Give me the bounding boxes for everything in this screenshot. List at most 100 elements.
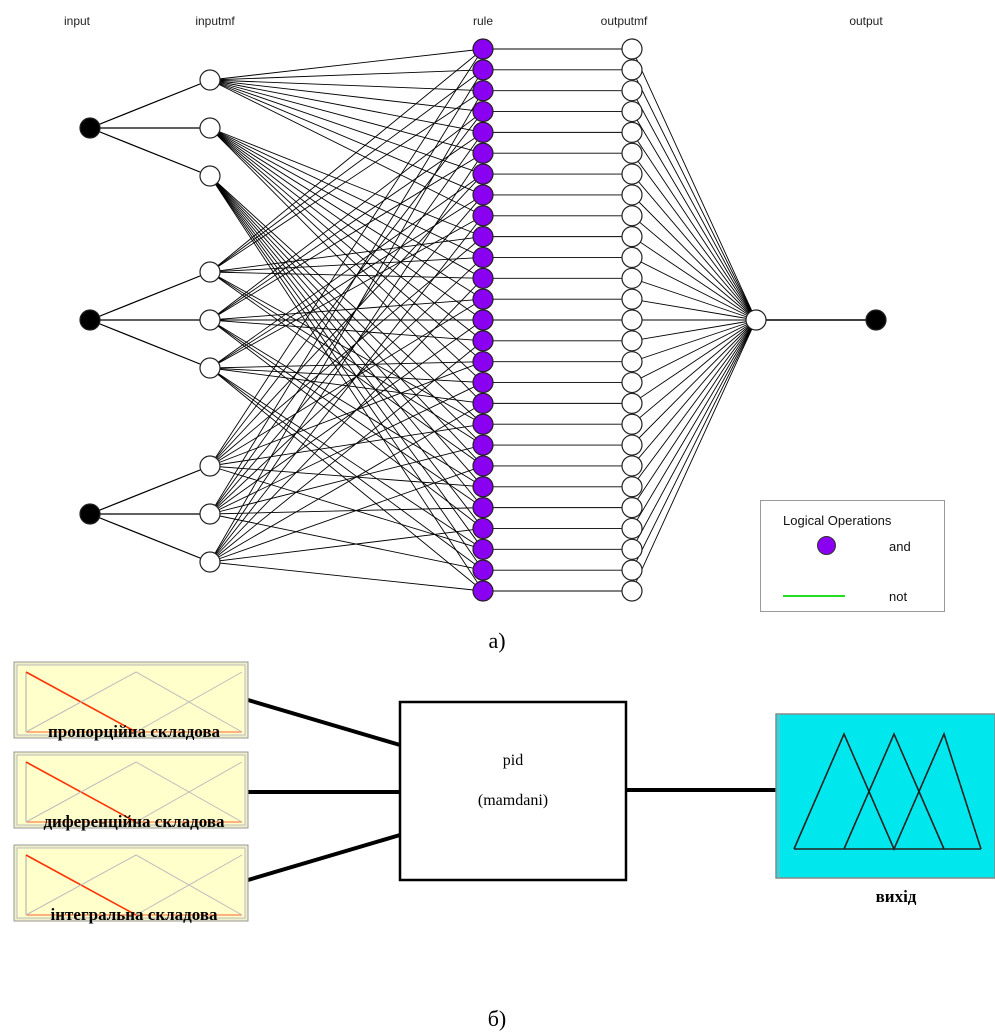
- outputmf-node[interactable]: [621, 413, 643, 435]
- edge-mf-rule: [209, 127, 484, 363]
- edge-mf-rule: [209, 79, 484, 175]
- connector-line-3: [247, 833, 401, 882]
- inputmf-node[interactable]: [199, 551, 221, 573]
- rule-node[interactable]: [472, 517, 494, 540]
- edge-mf-rule: [209, 561, 484, 592]
- rule-node[interactable]: [472, 59, 494, 81]
- rule-node[interactable]: [472, 351, 494, 373]
- rule-node[interactable]: [472, 80, 494, 102]
- outputmf-node[interactable]: [621, 434, 643, 456]
- outputmf-node[interactable]: [621, 121, 643, 143]
- rule-node[interactable]: [472, 226, 494, 248]
- outputmf-node[interactable]: [621, 371, 643, 394]
- rule-node[interactable]: [472, 371, 494, 394]
- rule-node[interactable]: [472, 559, 494, 581]
- edge-mf-rule: [209, 257, 484, 273]
- edge-outmf-out: [631, 132, 757, 321]
- rule-node[interactable]: [472, 288, 494, 310]
- outputmf-node[interactable]: [621, 100, 643, 123]
- outputmf-node[interactable]: [621, 246, 643, 269]
- outputmf-node[interactable]: [621, 288, 643, 310]
- logical-operations-legend: Logical Operations and not: [760, 500, 945, 612]
- rule-node[interactable]: [472, 100, 494, 123]
- rule-node[interactable]: [472, 476, 494, 498]
- input-label-differential: диференційна складова: [43, 812, 225, 831]
- outputmf-node[interactable]: [621, 330, 643, 352]
- outputmf-node[interactable]: [621, 267, 643, 289]
- rule-node[interactable]: [472, 580, 494, 602]
- rule-node[interactable]: [472, 538, 494, 560]
- mf-panel-differential[interactable]: [13, 751, 249, 829]
- column-label-input: input: [63, 14, 91, 28]
- rule-node[interactable]: [472, 246, 494, 269]
- edge-mf-rule: [209, 79, 484, 92]
- outputmf-node[interactable]: [621, 59, 643, 81]
- edge-mf-rule: [209, 69, 484, 81]
- output-mf-panel[interactable]: [775, 713, 995, 879]
- rule-node[interactable]: [472, 205, 494, 227]
- edge-mf-rule: [209, 367, 484, 550]
- edge-mf-rule: [209, 175, 484, 592]
- rule-node[interactable]: [472, 434, 494, 456]
- outputmf-node[interactable]: [621, 351, 643, 373]
- outputmf-node[interactable]: [621, 142, 643, 164]
- inputmf-node[interactable]: [199, 455, 221, 477]
- input-label-proportional: пропорційна складова: [47, 722, 221, 741]
- outputmf-node[interactable]: [621, 392, 643, 414]
- rule-node[interactable]: [472, 121, 494, 143]
- inputmf-node[interactable]: [199, 503, 221, 525]
- rule-node[interactable]: [472, 38, 494, 60]
- output-node[interactable]: [865, 309, 887, 331]
- outputmf-node[interactable]: [621, 476, 643, 498]
- input-node[interactable]: [79, 117, 101, 139]
- outputmf-node[interactable]: [621, 497, 643, 519]
- pid-system-box[interactable]: [398, 700, 628, 882]
- rule-node[interactable]: [472, 330, 494, 352]
- inputmf-node[interactable]: [199, 357, 221, 379]
- legend-not-label: not: [889, 589, 908, 604]
- outputmf-node[interactable]: [621, 163, 643, 185]
- rule-node[interactable]: [472, 455, 494, 477]
- inputmf-node[interactable]: [199, 261, 221, 283]
- mf-panel-proportional[interactable]: [13, 661, 249, 739]
- outputmf-node[interactable]: [621, 309, 643, 331]
- outputmf-node[interactable]: [621, 559, 643, 581]
- edge-outmf-out: [631, 319, 757, 425]
- rule-node[interactable]: [472, 267, 494, 289]
- fis-block-diagram: [13, 661, 995, 922]
- fuzzy-network-diagram: [79, 38, 887, 602]
- outputmf-node[interactable]: [621, 580, 643, 602]
- inputmf-node[interactable]: [199, 117, 221, 139]
- rule-node[interactable]: [472, 309, 494, 331]
- input-node[interactable]: [79, 503, 101, 525]
- rule-node[interactable]: [472, 392, 494, 414]
- input-node[interactable]: [79, 309, 101, 331]
- edge-mf-rule: [209, 79, 484, 112]
- outputmf-node[interactable]: [621, 538, 643, 560]
- rule-node[interactable]: [472, 184, 494, 206]
- rule-node[interactable]: [472, 142, 494, 164]
- inputmf-node[interactable]: [199, 165, 221, 187]
- outputmf-node[interactable]: [621, 455, 643, 477]
- edge-input-mf: [89, 271, 211, 321]
- edge-mf-rule: [209, 79, 484, 154]
- mf-panel-integral[interactable]: [13, 844, 249, 922]
- inputmf-node[interactable]: [199, 69, 221, 91]
- rule-node[interactable]: [472, 413, 494, 435]
- inputmf-node[interactable]: [199, 309, 221, 331]
- edge-outmf-out: [631, 194, 757, 321]
- edge-mf-rule: [209, 507, 484, 515]
- edge-outmf-out: [631, 319, 757, 592]
- outputmf-node[interactable]: [621, 226, 643, 248]
- edge-mf-rule: [209, 152, 484, 563]
- outputmf-node[interactable]: [621, 38, 643, 60]
- edge-mf-rule: [209, 236, 484, 467]
- outputmf-node[interactable]: [621, 517, 643, 540]
- rule-node[interactable]: [472, 497, 494, 519]
- rule-node[interactable]: [472, 163, 494, 185]
- outputmf-node[interactable]: [621, 205, 643, 227]
- outputmf-node[interactable]: [621, 184, 643, 206]
- edge-mf-rule: [209, 319, 484, 529]
- outputmf-node[interactable]: [621, 80, 643, 102]
- output-aggregate-node[interactable]: [745, 309, 767, 331]
